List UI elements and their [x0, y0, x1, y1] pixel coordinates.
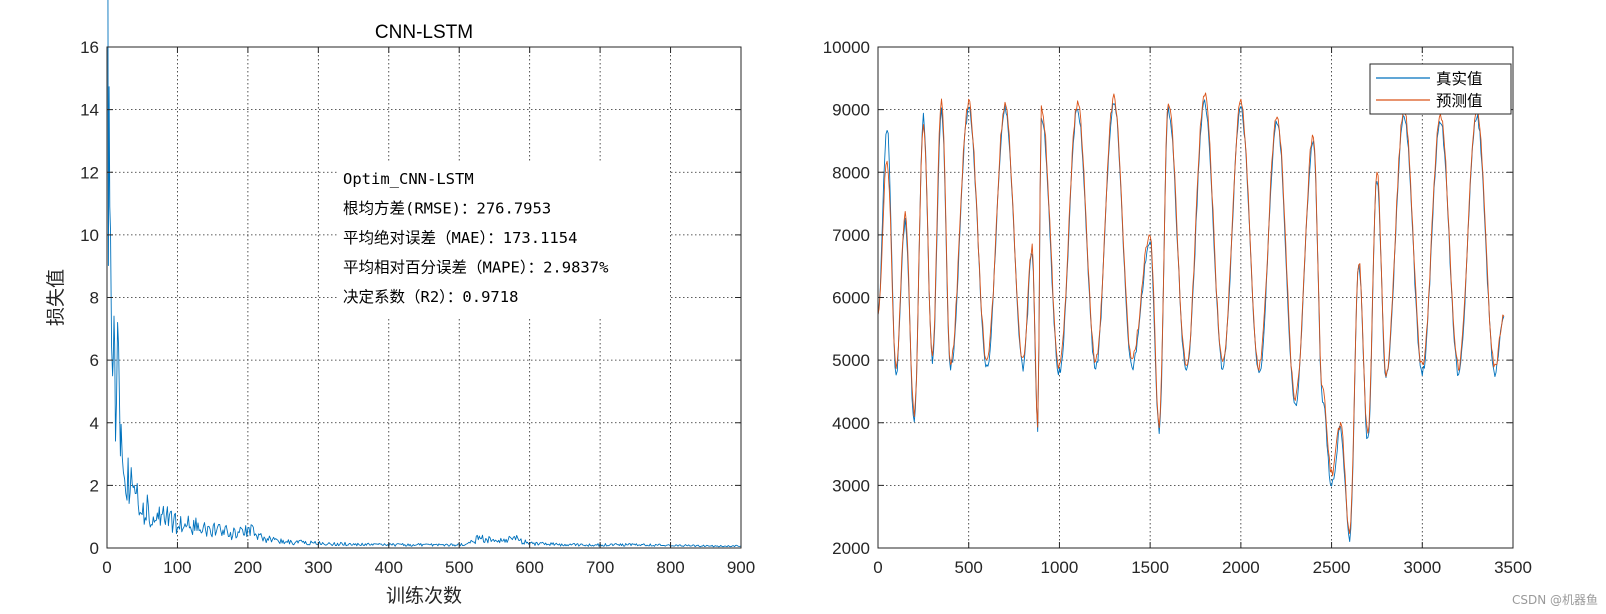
x-tick-label: 800: [656, 558, 684, 577]
x-tick-label: 0: [102, 558, 111, 577]
x-tick-label: 2500: [1313, 558, 1351, 577]
x-tick-label: 500: [445, 558, 473, 577]
y-tick-label: 16: [80, 38, 99, 57]
y-tick-label: 5000: [832, 351, 870, 370]
y-tick-label: 12: [80, 163, 99, 182]
x-tick-label: 2000: [1222, 558, 1260, 577]
y-tick-label: 4: [90, 414, 99, 433]
x-tick-label: 200: [234, 558, 262, 577]
x-tick-label: 300: [304, 558, 332, 577]
y-axis-label: 损失值: [45, 269, 67, 326]
x-tick-label: 900: [727, 558, 755, 577]
y-tick-label: 10: [80, 226, 99, 245]
y-tick-label: 4000: [832, 414, 870, 433]
metric-line: 决定系数（R2）：0.9718: [343, 288, 518, 306]
y-tick-label: 8: [90, 289, 99, 308]
y-tick-label: 2: [90, 476, 99, 495]
y-tick-label: 0: [90, 539, 99, 558]
y-tick-label: 8000: [832, 163, 870, 182]
x-tick-label: 1000: [1041, 558, 1079, 577]
y-tick-label: 3000: [832, 476, 870, 495]
watermark-text: CSDN @机器鱼: [1511, 593, 1598, 607]
x-tick-label: 500: [955, 558, 983, 577]
metric-line: 根均方差(RMSE)：276.7953: [343, 200, 551, 218]
chart-title: CNN-LSTM: [375, 22, 473, 43]
y-tick-label: 6000: [832, 289, 870, 308]
metric-line: 平均相对百分误差（MAPE）：2.9837%: [343, 259, 609, 277]
x-tick-label: 600: [515, 558, 543, 577]
x-tick-label: 1500: [1131, 558, 1169, 577]
annotation-background: [338, 162, 670, 318]
x-tick-label: 3500: [1494, 558, 1532, 577]
metric-line: 平均绝对误差（MAE）：173.1154: [343, 229, 577, 247]
x-tick-label: 100: [163, 558, 191, 577]
y-tick-label: 7000: [832, 226, 870, 245]
x-tick-label: 400: [375, 558, 403, 577]
x-tick-label: 3000: [1403, 558, 1441, 577]
metric-line: Optim_CNN-LSTM: [343, 170, 474, 188]
y-tick-label: 6: [90, 351, 99, 370]
legend-entry: 预测值: [1436, 92, 1483, 110]
y-tick-label: 9000: [832, 101, 870, 120]
prediction-chart: 0 500 1000 1500 2000 2500 3000 3500 2000 3000 4000…: [823, 38, 1532, 577]
y-tick-label: 14: [80, 101, 99, 120]
legend-entry: 真实值: [1436, 70, 1483, 88]
legend-box: [1369, 63, 1512, 115]
loss-chart: 0 100 200 300 400 500 600 700 800 900 0 2 4 6 8 10 12 14 1…: [45, 0, 755, 607]
x-axis-label: 训练次数: [386, 585, 462, 607]
x-tick-label: 700: [586, 558, 614, 577]
series-line-1: [107, 0, 742, 548]
series-line-2: [877, 92, 1505, 535]
x-tick-label: 0: [873, 558, 882, 577]
y-tick-label: 2000: [832, 539, 870, 558]
y-tick-label: 10000: [823, 38, 870, 57]
